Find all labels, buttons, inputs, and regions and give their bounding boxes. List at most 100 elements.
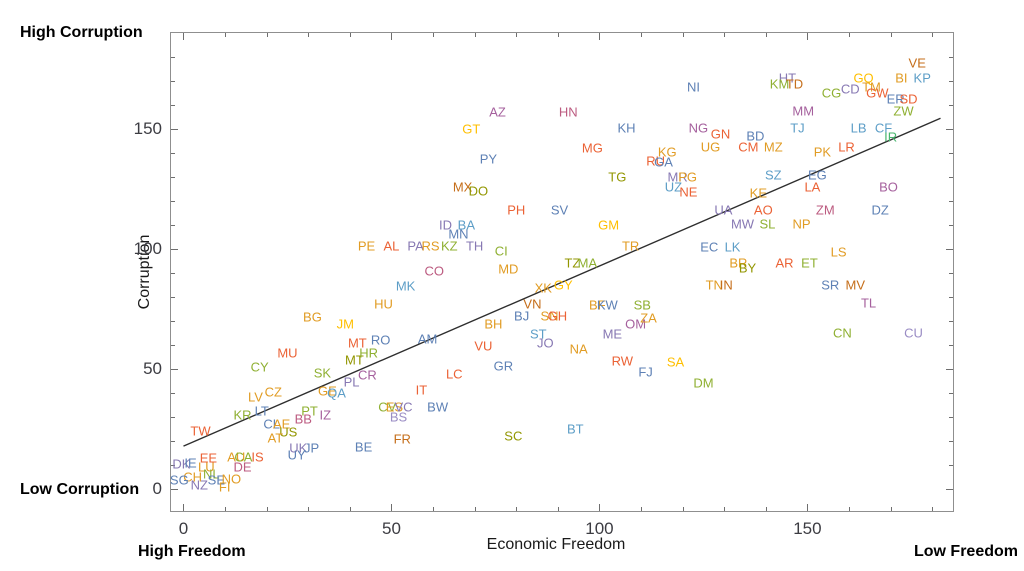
country-label-kz: KZ [440, 238, 458, 254]
country-label-st: ST [529, 326, 547, 342]
x-axis-tick-top [516, 33, 518, 37]
x-axis-tick [308, 507, 310, 511]
country-label-jm: JM [336, 316, 354, 332]
country-label-mz: MZ [763, 139, 783, 155]
x-axis-tick-top [807, 33, 809, 40]
country-label-ua: UA [714, 202, 733, 218]
y-axis-tick [171, 369, 178, 371]
x-axis-tick-top [765, 33, 767, 37]
country-label-dk: DK [172, 456, 191, 472]
country-label-by: BY [738, 260, 757, 276]
country-label-ec: EC [700, 239, 719, 255]
country-label-tj: TJ [790, 120, 805, 136]
x-tick-label: 100 [585, 519, 614, 538]
country-label-ph: PH [507, 202, 526, 218]
country-label-cl: CL [263, 416, 280, 432]
x-axis-tick-top [266, 33, 268, 37]
country-label-lr: LR [838, 139, 855, 155]
country-label-fi: FI [218, 479, 231, 495]
country-label-ch: CH [183, 469, 203, 485]
country-label-kw: KW [596, 297, 618, 313]
country-label-am: AM [417, 331, 438, 347]
y-axis-tick-right [949, 153, 953, 155]
country-label-vu: VU [474, 338, 493, 354]
country-label-om: OM [625, 316, 647, 332]
country-label-la: LA [804, 179, 821, 195]
high-corruption-label: High Corruption [20, 24, 143, 41]
y-axis-tick-right [949, 105, 953, 107]
country-label-cr: CR [357, 367, 377, 383]
country-label-cd: CD [840, 81, 860, 97]
y-axis-tick [171, 465, 175, 467]
country-label-no: NO [221, 471, 242, 487]
country-label-hu: HU [374, 296, 393, 312]
country-label-mt: MT [347, 335, 367, 351]
x-axis-tick-top [557, 33, 559, 37]
y-axis-tick [171, 201, 175, 203]
country-label-ir: IR [884, 129, 898, 145]
y-tick-label: 150 [133, 119, 162, 139]
country-label-lc: LC [445, 366, 463, 382]
x-axis-tick [849, 507, 850, 511]
x-tick-label: 50 [381, 519, 401, 538]
country-label-au: AU [227, 449, 246, 465]
y-axis-tick [171, 81, 175, 83]
country-label-sl: SL [759, 216, 776, 232]
x-axis-tick [765, 507, 767, 511]
country-label-lb: LB [850, 120, 867, 136]
country-label-mn: MN [448, 226, 469, 242]
country-label-gt: GT [462, 121, 481, 137]
country-label-ao: AO [753, 202, 773, 218]
country-label-mt: MT [345, 352, 364, 368]
country-label-mg: MG [581, 140, 603, 156]
country-label-ci: CI [494, 243, 508, 259]
country-label-at: AT [267, 430, 284, 446]
country-label-gy: GY [553, 277, 573, 293]
country-label-np: NP [792, 216, 811, 232]
country-label-uz: UZ [664, 179, 683, 195]
country-label-gq: GQ [853, 70, 874, 86]
country-label-pt: PT [301, 403, 318, 419]
country-label-it: IT [415, 382, 428, 398]
country-label-mr: MR [667, 169, 688, 185]
x-axis-tick [225, 507, 227, 511]
country-label-lu: LU [198, 459, 215, 475]
country-label-gm: GM [598, 217, 620, 233]
country-label-bt: BT [566, 421, 584, 437]
country-label-et: ET [801, 255, 818, 271]
x-axis-title: Economic Freedom [486, 536, 626, 553]
country-label-pe: PE [357, 238, 376, 254]
country-label-lt: LT [254, 403, 269, 419]
country-label-tr: TR [621, 238, 640, 254]
country-label-tm: TM [862, 79, 881, 95]
high-freedom-label: High Freedom [138, 543, 246, 560]
country-label-zw: ZW [893, 103, 914, 119]
country-label-nl: NL [203, 466, 220, 482]
y-axis-tick [171, 417, 175, 419]
x-axis-tick [932, 507, 934, 511]
country-label-ie: IE [184, 455, 197, 471]
x-axis-tick-top [890, 33, 892, 37]
y-axis-tick-right [949, 57, 953, 59]
y-axis-tick-right [949, 321, 953, 323]
x-axis-tick-top [183, 33, 185, 40]
country-label-dz: DZ [871, 202, 889, 218]
country-label-fj: FJ [638, 364, 653, 380]
country-label-kg: KG [657, 144, 677, 160]
country-label-ga: GA [654, 154, 673, 170]
x-axis-tick [724, 507, 726, 511]
country-label-ke: KE [749, 185, 767, 201]
x-axis-tick-top [599, 33, 601, 40]
x-tick-label: 150 [793, 519, 822, 538]
y-axis-tick [171, 489, 178, 491]
country-label-ca: CA [234, 449, 253, 465]
country-label-mk: MK [395, 278, 416, 294]
low-corruption-label: Low Corruption [20, 481, 140, 498]
country-label-cn: CN [832, 325, 852, 341]
country-label-za: ZA [640, 310, 657, 326]
country-label-es: ES [385, 399, 404, 415]
country-label-lk: LK [724, 239, 741, 255]
x-axis-tick [682, 507, 684, 511]
country-label-tz: TZ [564, 255, 581, 271]
